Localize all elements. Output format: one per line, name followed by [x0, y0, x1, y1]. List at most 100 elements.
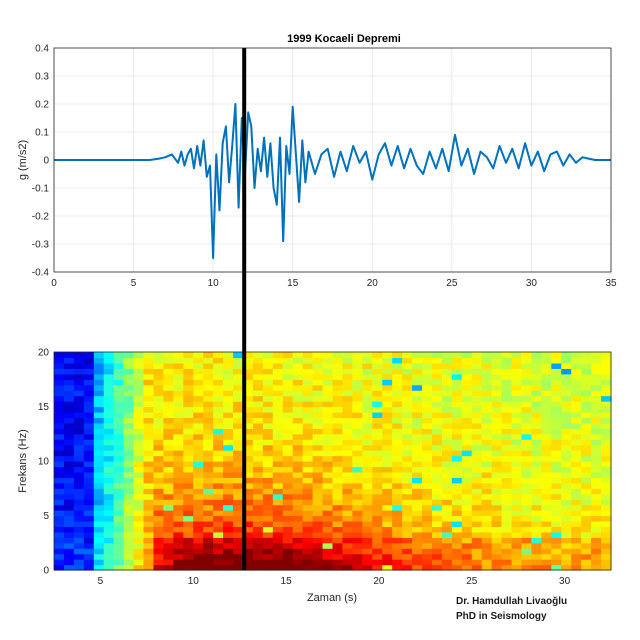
spectrogram-cell	[163, 368, 174, 375]
spectrogram-cell	[382, 477, 393, 484]
spectrogram-cell	[242, 466, 254, 473]
spectrogram-cell	[73, 564, 85, 571]
spectrogram-cell	[233, 504, 244, 511]
spectrogram-cell	[352, 357, 363, 364]
spectrogram-cell	[153, 455, 165, 462]
spectrogram-cell	[372, 515, 383, 522]
spectrogram-cell	[581, 537, 592, 544]
spectrogram-cell	[422, 411, 433, 418]
spectrogram-cell	[143, 439, 155, 446]
spectrogram-cell	[183, 531, 194, 538]
spectrogram-cell	[521, 493, 533, 500]
spectrogram-cell	[312, 362, 324, 369]
spectrogram-cell	[531, 499, 542, 506]
spectrogram-cell	[203, 493, 214, 500]
spectrogram-cell	[183, 450, 194, 457]
spectrogram-cell	[511, 537, 523, 544]
spectrogram-cell	[83, 373, 95, 380]
spectrogram-cell	[213, 428, 224, 435]
spectrogram-cell	[223, 466, 234, 473]
spectrogram-cell	[282, 373, 294, 380]
spectrogram-cell	[501, 477, 513, 484]
spectrogram-cell	[601, 531, 612, 538]
spectrogram-cell	[392, 477, 403, 484]
spectrogram-cell	[163, 411, 174, 418]
spectrogram-cell	[501, 559, 513, 566]
spectrogram-cell	[541, 417, 552, 424]
spectrogram-cell	[511, 482, 523, 489]
spectrogram-cell	[491, 417, 503, 424]
spectrogram-cell	[163, 559, 174, 566]
spectrogram-cell	[382, 352, 393, 359]
spectrogram-cell	[123, 384, 135, 391]
spectrogram-cell	[233, 373, 244, 380]
spectrogram-cell	[372, 379, 383, 386]
spectrogram-cell	[272, 531, 284, 538]
spectrogram-cell	[93, 493, 105, 500]
spectrogram-cell	[193, 384, 204, 391]
spectrogram-cell	[451, 373, 463, 380]
spectrogram-cell	[461, 471, 473, 478]
spectrogram-cell	[223, 504, 234, 511]
spectrogram-cell	[292, 390, 304, 397]
spectrogram-cell	[183, 548, 194, 555]
spectrogram-cell	[203, 428, 214, 435]
spectrogram-cell	[223, 401, 234, 408]
spectrogram-cell	[302, 515, 314, 522]
spectrogram-cell	[203, 450, 214, 457]
spectrogram-cell	[531, 526, 542, 533]
spectrogram-cell	[103, 352, 115, 359]
spectrogram-cell	[561, 510, 572, 517]
waveform-axes-box	[53, 47, 612, 273]
spectrogram-cell	[133, 411, 145, 418]
spectrogram-cell	[541, 390, 552, 397]
spectrogram-cell	[551, 471, 562, 478]
spectrogram-cell	[302, 466, 314, 473]
spectrogram-cell	[272, 461, 284, 468]
spectrogram-cell	[451, 515, 463, 522]
spectrogram-cell	[501, 450, 513, 457]
spectrogram-cell	[471, 373, 483, 380]
spectrogram-cell	[511, 520, 523, 527]
spectrogram-cell	[541, 428, 552, 435]
spectrogram-cell	[342, 450, 353, 457]
spectrogram-cell	[541, 422, 552, 429]
spectrogram-cell	[193, 401, 204, 408]
spectrogram-cell	[501, 362, 513, 369]
spectrogram-cell	[213, 477, 224, 484]
spectrogram-cell	[412, 357, 423, 364]
spectrogram-cell	[352, 553, 363, 560]
spectrogram-cell	[561, 362, 572, 369]
spectrogram-cell	[431, 417, 443, 424]
spectrogram-cell	[501, 564, 513, 571]
spectrogram-cell	[302, 471, 314, 478]
spectrogram-cell	[123, 352, 135, 359]
spectrogram-cell	[441, 390, 453, 397]
spectrogram-cell	[581, 510, 592, 517]
spectrogram-cell	[531, 477, 542, 484]
spectrogram-cell	[302, 455, 314, 462]
spectrogram-cell	[491, 444, 503, 451]
spectrogram-cell	[302, 553, 314, 560]
spectrogram-cell	[193, 488, 204, 495]
spectrogram-cell	[412, 504, 423, 511]
spectrogram-cell	[501, 373, 513, 380]
spectrogram-cell	[402, 461, 413, 468]
spectrogram-cell	[412, 526, 423, 533]
spectrogram-cell	[54, 379, 65, 386]
spectrogram-cell	[223, 542, 234, 549]
spectrogram-cell	[223, 352, 234, 359]
spectrogram-cell	[521, 515, 533, 522]
spectrogram-cell	[322, 471, 334, 478]
spectrogram-cell	[252, 531, 264, 538]
spectrogram-cell	[113, 504, 125, 511]
spectrogram-cell	[163, 499, 174, 506]
spectrogram-cell	[531, 417, 542, 424]
spectrogram-cell	[153, 390, 165, 397]
spectrogram-cell	[183, 357, 194, 364]
spectrogram-cell	[54, 526, 65, 533]
spectrogram-cell	[312, 482, 324, 489]
spectrogram-cell	[63, 384, 75, 391]
spectrogram-cell	[193, 352, 204, 359]
spectrogram-cell	[531, 444, 542, 451]
